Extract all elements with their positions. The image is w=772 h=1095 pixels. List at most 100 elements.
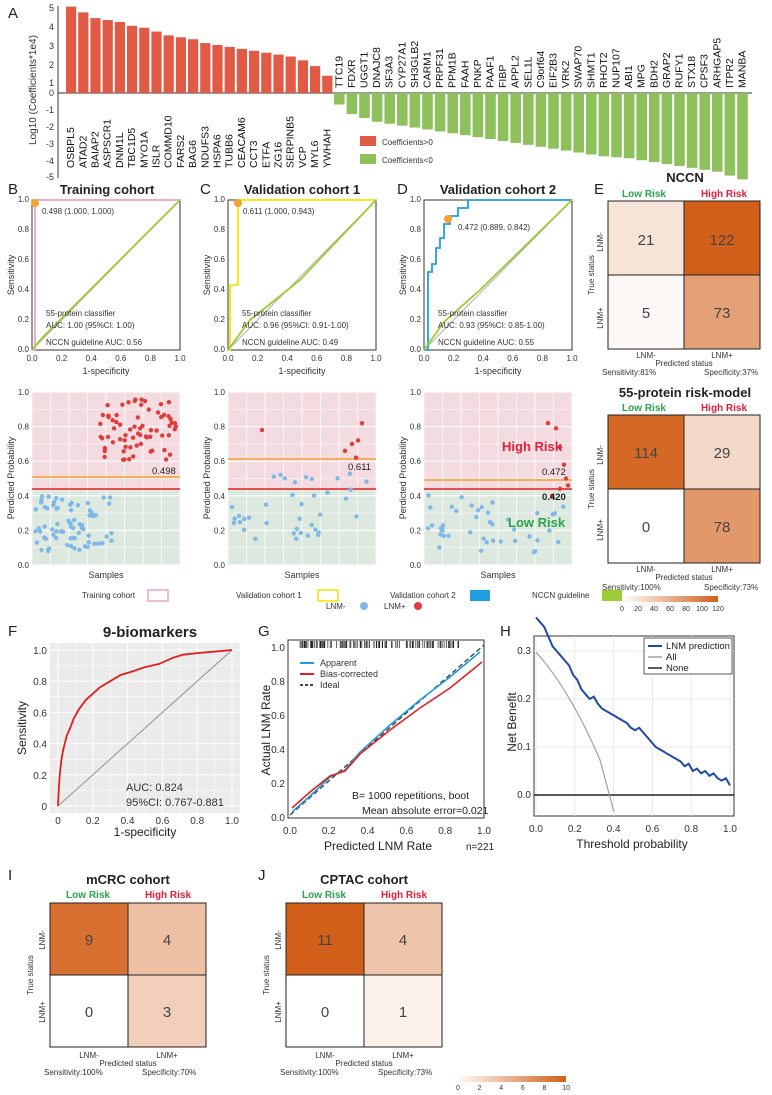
bar-positive [322, 75, 333, 93]
point-lnm-neg [43, 536, 49, 541]
roc-ytick-label: 0.8 [18, 225, 30, 234]
point-lnm-neg [454, 508, 459, 514]
h-xtick: 0.0 [529, 824, 543, 835]
point-lnm-neg [490, 500, 495, 505]
bar-positive [127, 25, 138, 93]
legend-neg-label: Coefficients<0 [382, 156, 433, 165]
a-ytick: 2 [49, 60, 54, 70]
point-lnm-neg [92, 541, 97, 547]
prob-d-threshold-label: 0.472 [542, 467, 566, 478]
point-lnm-pos [117, 422, 123, 427]
hm-i-specificity: Specificity:70% [142, 1068, 196, 1077]
hm-e1-sensitivity: Sensitivity:81% [602, 368, 656, 377]
hm-j-color-scale [456, 1076, 566, 1082]
roc-xtick-label: 0.4 [478, 354, 490, 363]
bar-negative [712, 93, 723, 172]
gene-label-negative: GRAP2 [661, 52, 673, 88]
point-lnm-pos [110, 440, 116, 445]
point-lnm-neg [535, 538, 540, 543]
prob-ytick-label: 0.6 [18, 457, 30, 466]
point-lnm-neg [292, 480, 298, 485]
point-lnm-neg [33, 529, 38, 534]
point-lnm-pos [557, 486, 563, 492]
point-lnm-neg [50, 527, 55, 532]
point-lnm-neg [85, 500, 91, 506]
panel-c-roc: C Validation cohort 1 0.611 (1.000, 0.94… [200, 181, 377, 376]
hm-e1-col1: LNM- [636, 351, 656, 360]
prob-ytick-label: 0.2 [410, 526, 422, 535]
hm-e1-value: 21 [638, 232, 655, 249]
gene-label-positive: CCT3 [248, 140, 260, 168]
gene-label-positive: TUBB6 [224, 134, 236, 168]
point-lnm-pos [98, 421, 103, 427]
g-ytick: 0.8 [271, 677, 285, 688]
g-xtick: 0.0 [283, 826, 297, 837]
bar-negative [434, 93, 446, 132]
bar-positive [297, 60, 308, 93]
point-lnm-neg [37, 529, 43, 534]
point-lnm-pos [359, 420, 365, 426]
point-lnm-neg [109, 530, 114, 536]
panel-b-letter: B [8, 181, 18, 198]
bar-positive [78, 12, 89, 93]
bar-positive [90, 18, 101, 93]
gene-label-positive: CEACAM6 [236, 117, 248, 168]
gene-label-negative: SH3GLB2 [409, 41, 421, 88]
point-lnm-neg [547, 528, 552, 533]
hm-e2-col2: LNM+ [711, 565, 733, 574]
point-lnm-neg [311, 493, 317, 498]
roc-xtick-label: 0.8 [145, 354, 157, 363]
point-lnm-neg [475, 508, 481, 513]
point-lnm-pos [123, 444, 128, 449]
point-lnm-pos [147, 434, 153, 440]
gene-label-positive: MYL6 [309, 140, 321, 168]
point-lnm-neg [474, 514, 479, 520]
roc-d-legend-2: AUC: 0.93 (95%CI: 0.85-1.00) [438, 321, 545, 330]
point-lnm-neg [69, 500, 74, 506]
bar-negative [586, 93, 597, 155]
panel-b-title: Training cohort [60, 182, 155, 197]
point-lnm-pos [545, 420, 551, 426]
point-lnm-neg [79, 522, 85, 528]
point-lnm-pos [155, 410, 161, 415]
g-xtick: 0.2 [322, 826, 336, 837]
legend-val1-label: Validation cohort 1 [236, 591, 302, 600]
point-lnm-neg [263, 502, 269, 507]
hm-e2-scale-ticks: 0 20 40 60 80 100 120 [620, 606, 724, 613]
roc-d-cutoff-point [444, 215, 452, 223]
gene-label-positive: MYO1A [138, 131, 150, 168]
a-ytick: -2 [46, 122, 54, 132]
point-lnm-pos [102, 454, 107, 460]
gene-label-negative: CYP27A1 [396, 42, 408, 88]
roc-b-nccn-curve [31, 199, 181, 351]
scale-tick: 20 [634, 606, 642, 613]
point-lnm-neg [34, 540, 40, 545]
point-lnm-neg [77, 547, 82, 553]
point-lnm-pos [163, 457, 169, 462]
point-lnm-neg [42, 524, 47, 529]
hm-e2-xlabel: Predicted status [655, 573, 712, 582]
point-lnm-neg [71, 526, 76, 531]
prob-ytick-label: 0.2 [214, 526, 226, 535]
bar-positive [224, 46, 235, 93]
scale-tick: 80 [682, 606, 690, 613]
prob-d-nccn-label: 0.420 [542, 492, 566, 503]
point-lnm-pos [561, 462, 567, 467]
hm-j-value: 1 [399, 1004, 407, 1021]
h-ytick: 0.2 [517, 694, 531, 705]
point-lnm-pos [565, 483, 571, 488]
bar-negative [649, 93, 660, 163]
gene-label-positive: ASPSCR1 [102, 119, 114, 168]
hm-j-title: CPTAC cohort [320, 872, 409, 887]
bar-negative [573, 93, 584, 153]
point-lnm-neg [39, 494, 45, 499]
bar-negative [724, 93, 736, 176]
point-lnm-neg [237, 519, 243, 525]
point-lnm-pos [149, 448, 155, 453]
g-ytick: 0.2 [271, 779, 285, 790]
point-lnm-neg [72, 517, 77, 523]
panel-g-xlabel: Predicted LNM Rate [324, 839, 432, 853]
hm-i-cell [127, 902, 207, 976]
bar-positive [114, 21, 125, 93]
hm-e1-low-label: Low Risk [622, 189, 666, 200]
